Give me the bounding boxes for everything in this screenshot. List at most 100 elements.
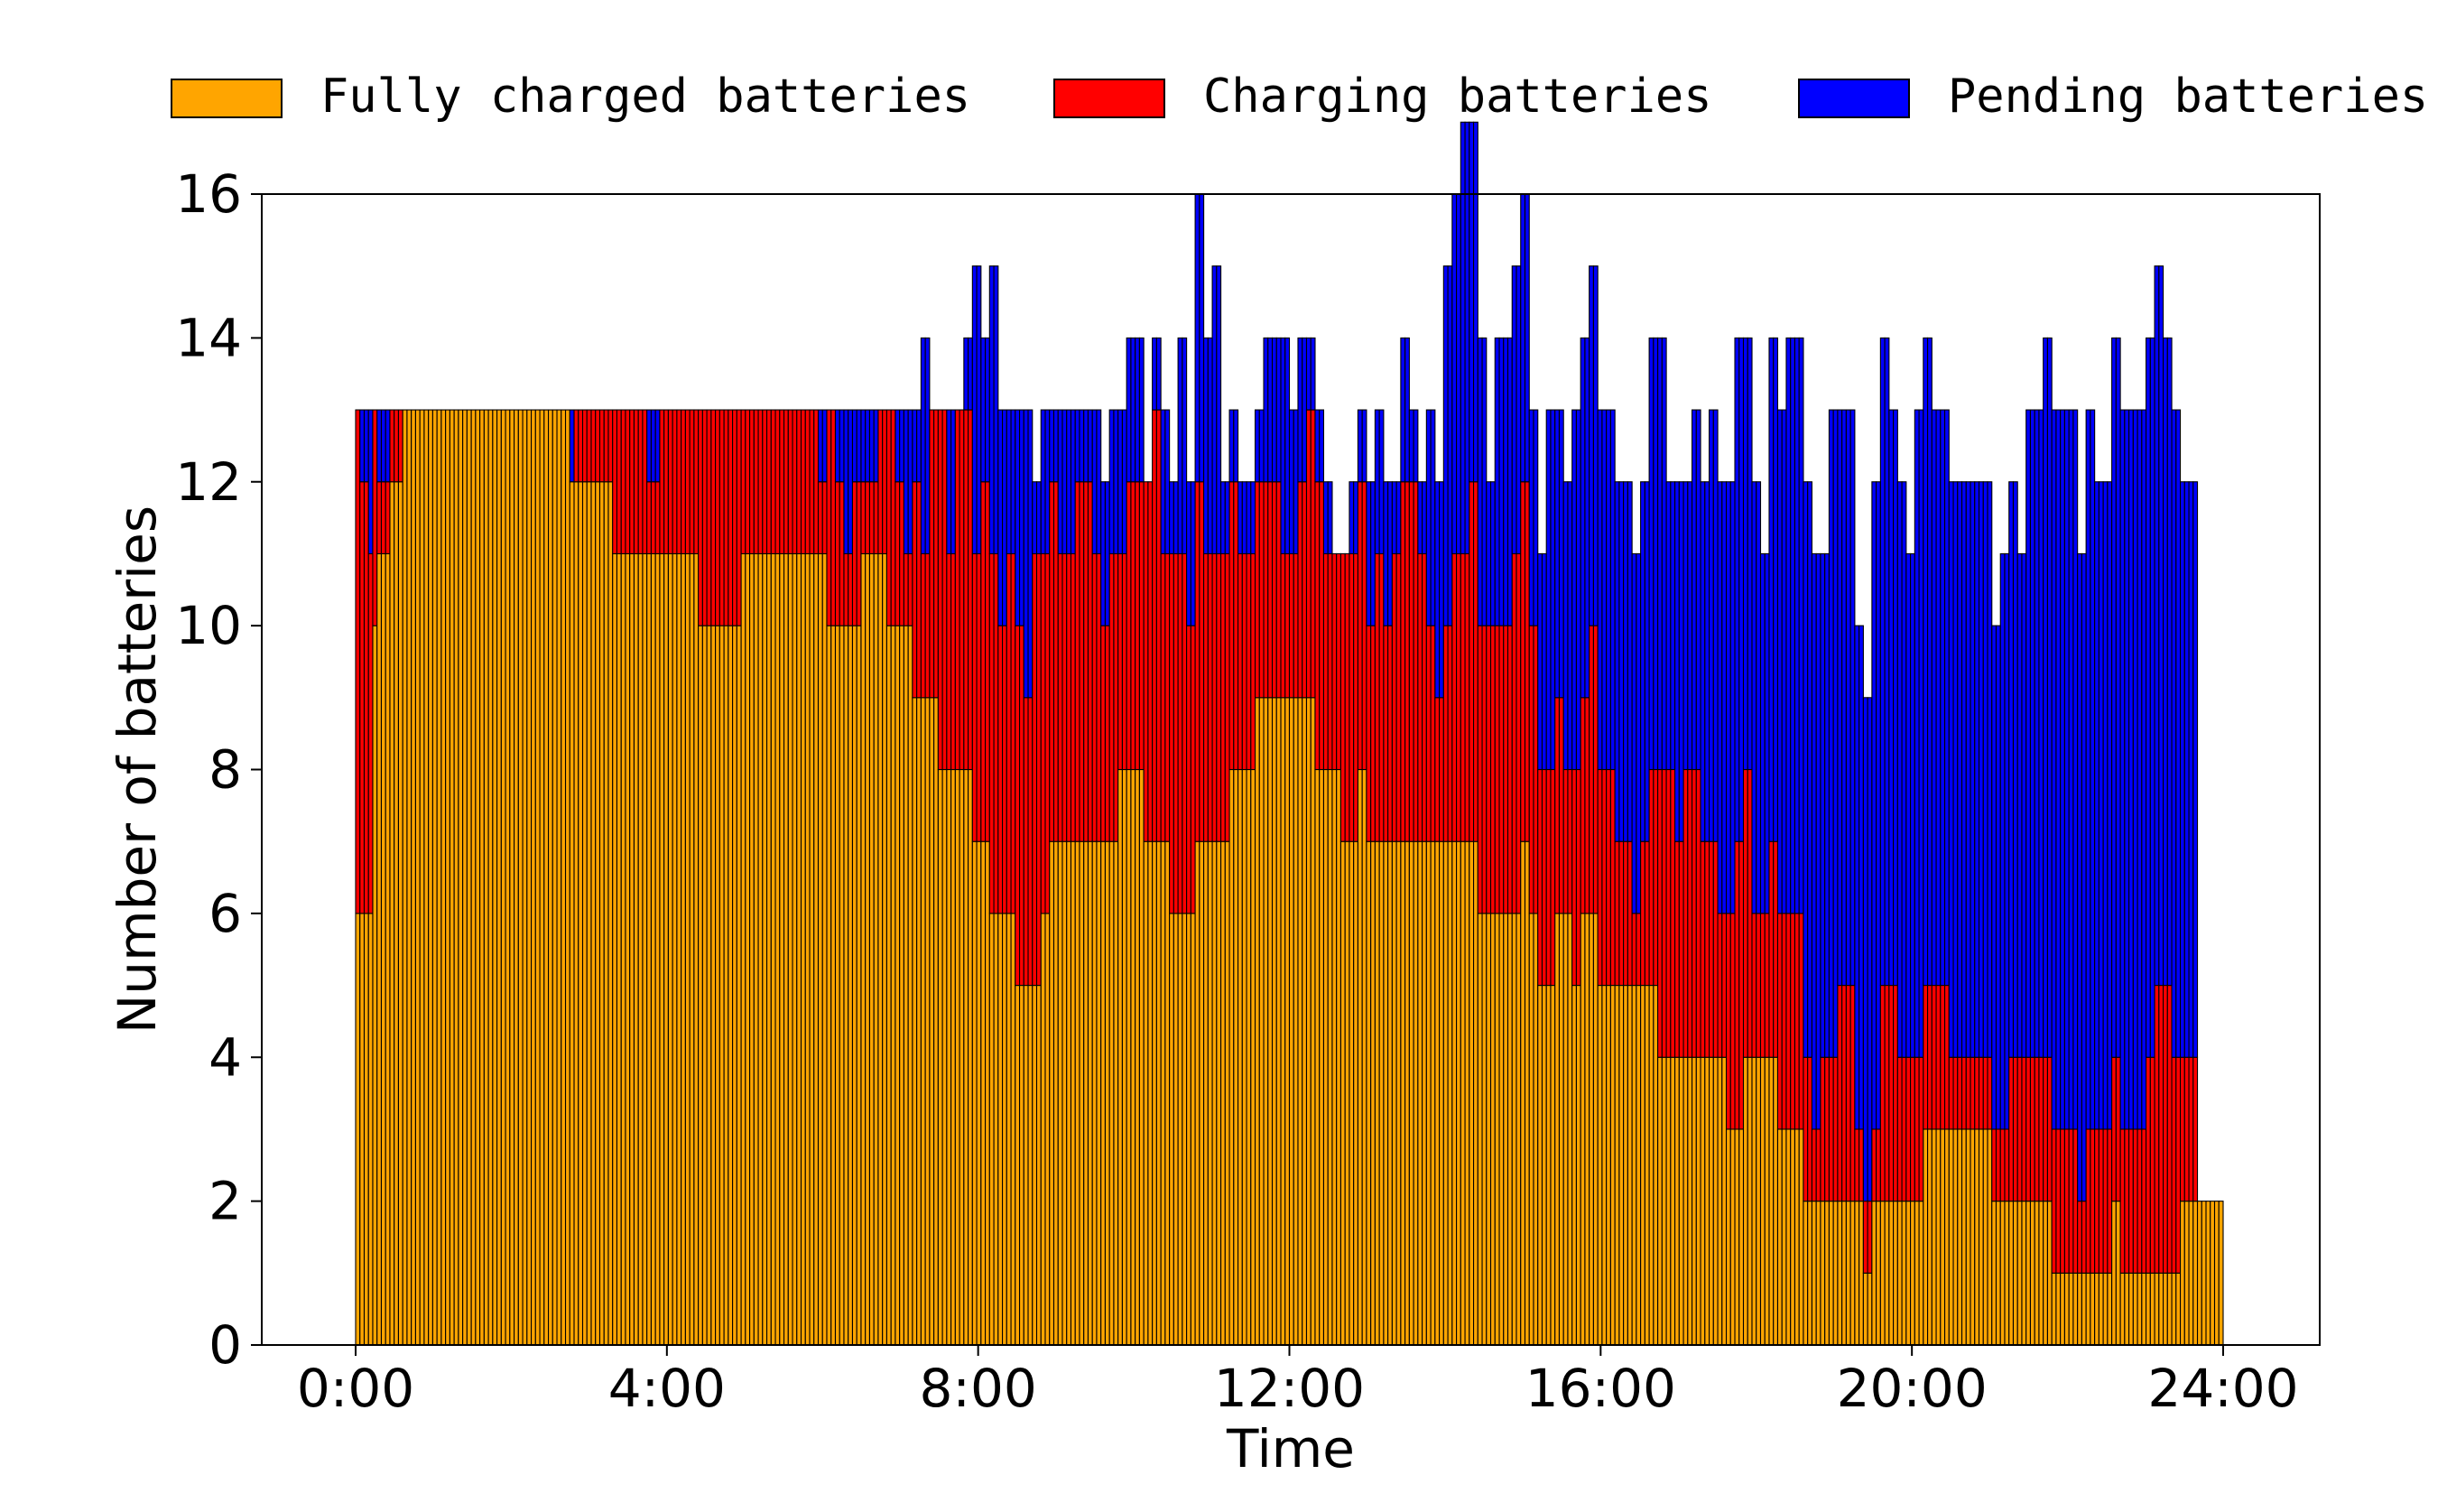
- bar-fully-charged: [804, 552, 811, 1346]
- bar-fully-charged: [985, 840, 990, 1346]
- bar-charging: [1785, 913, 1792, 1130]
- bar-charging: [1280, 552, 1286, 699]
- bar-fully-charged: [1083, 840, 1089, 1346]
- bar-pending: [1383, 481, 1389, 626]
- bar-pending: [1486, 481, 1492, 626]
- bar-pending: [971, 265, 978, 554]
- bar-fully-charged: [766, 552, 772, 1346]
- bar-fully-charged: [466, 409, 472, 1346]
- bar-fully-charged: [2004, 1201, 2010, 1346]
- bar-fully-charged: [821, 552, 828, 1346]
- bar-charging: [1027, 697, 1033, 987]
- bar-pending: [1742, 337, 1748, 771]
- bar-charging: [1648, 768, 1655, 987]
- bar-pending: [1293, 409, 1299, 554]
- x-tick-label: 4:00: [608, 1358, 726, 1419]
- bar-fully-charged: [706, 625, 712, 1346]
- bar-fully-charged: [1511, 913, 1517, 1346]
- bar-pending: [1759, 552, 1766, 914]
- bar-pending: [1648, 337, 1655, 771]
- bar-pending: [1533, 409, 1539, 626]
- bar-pending: [1811, 552, 1817, 1130]
- bar-charging: [1422, 552, 1427, 842]
- bar-pending: [2132, 409, 2138, 1130]
- bar-charging: [1609, 768, 1616, 987]
- bar-fully-charged: [1562, 913, 1569, 1346]
- bar-fully-charged: [475, 409, 481, 1346]
- bar-fully-charged: [1871, 1201, 1877, 1346]
- bar-fully-charged: [2008, 1201, 2015, 1346]
- bar-fully-charged: [629, 552, 635, 1346]
- bar-fully-charged: [2149, 1272, 2155, 1346]
- bar-fully-charged: [1695, 1056, 1701, 1346]
- bar-pending: [1571, 409, 1577, 771]
- bar-pending: [1023, 409, 1029, 699]
- bar-fully-charged: [1828, 1201, 1834, 1346]
- bar-fully-charged: [1798, 1128, 1804, 1346]
- bar-pending: [1422, 481, 1427, 554]
- bar-fully-charged: [1091, 840, 1098, 1346]
- bar-charging: [2188, 1056, 2194, 1202]
- bar-charging: [1695, 768, 1701, 1058]
- bar-charging: [2060, 1128, 2065, 1274]
- bar-pending: [1550, 409, 1556, 771]
- bar-pending: [1456, 193, 1461, 554]
- bar-pending: [1473, 121, 1478, 483]
- bar-fully-charged: [1832, 1201, 1839, 1346]
- bar-pending: [1712, 409, 1719, 842]
- bar-charging: [1498, 625, 1505, 914]
- bar-charging: [1511, 552, 1517, 914]
- bar-charging: [1361, 481, 1367, 771]
- bar-pending: [2043, 337, 2048, 1058]
- bar-charging: [1074, 481, 1080, 842]
- bar-fully-charged: [620, 552, 626, 1346]
- bar-fully-charged: [2068, 1272, 2074, 1346]
- bar-charging: [1824, 1056, 1830, 1202]
- bar-pending: [1653, 337, 1659, 771]
- bar-fully-charged: [1489, 913, 1496, 1346]
- bar-fully-charged: [2077, 1272, 2082, 1346]
- bar-charging: [1592, 625, 1599, 914]
- bar-charging: [1751, 913, 1757, 1058]
- bar-charging: [1554, 697, 1561, 914]
- bar-fully-charged: [860, 552, 867, 1346]
- bar-charging: [710, 409, 717, 626]
- bar-pending: [1768, 337, 1775, 842]
- x-tick-label: 20:00: [1837, 1358, 1988, 1419]
- bar-fully-charged: [1803, 1201, 1809, 1346]
- bar-fully-charged: [650, 552, 656, 1346]
- bar-fully-charged: [885, 625, 892, 1346]
- bar-fully-charged: [1220, 840, 1226, 1346]
- bar-pending: [2021, 552, 2027, 1058]
- bar-fully-charged: [1541, 985, 1547, 1346]
- bar-charging: [1687, 768, 1693, 1058]
- bar-fully-charged: [1893, 1201, 1898, 1346]
- bar-fully-charged: [1618, 985, 1625, 1346]
- bar-pending: [1404, 337, 1410, 483]
- bar-pending: [1944, 409, 1950, 987]
- bar-fully-charged: [1049, 840, 1055, 1346]
- bar-charging: [770, 409, 776, 554]
- bar-fully-charged: [1143, 840, 1149, 1346]
- bar-pending: [1395, 481, 1402, 554]
- bar-charging: [1447, 625, 1453, 842]
- bar-charging: [1100, 625, 1106, 842]
- bar-pending: [1923, 337, 1929, 987]
- bar-fully-charged: [830, 625, 837, 1346]
- bar-charging: [385, 481, 391, 554]
- bar-pending: [1044, 409, 1051, 554]
- bar-pending: [367, 409, 374, 554]
- bar-fully-charged: [1982, 1128, 1988, 1346]
- bar-pending: [1982, 481, 1988, 1058]
- bar-charging: [800, 409, 806, 554]
- bar-charging: [809, 409, 815, 554]
- bar-pending: [1952, 481, 1959, 1058]
- bar-charging: [894, 481, 901, 626]
- bar-fully-charged: [1738, 1128, 1745, 1346]
- bar-charging: [1006, 552, 1012, 914]
- bar-fully-charged: [598, 481, 605, 1346]
- bar-pending: [1327, 481, 1333, 554]
- bar-fully-charged: [1057, 840, 1063, 1346]
- bar-pending: [1408, 409, 1414, 483]
- bar-charging: [1550, 768, 1556, 987]
